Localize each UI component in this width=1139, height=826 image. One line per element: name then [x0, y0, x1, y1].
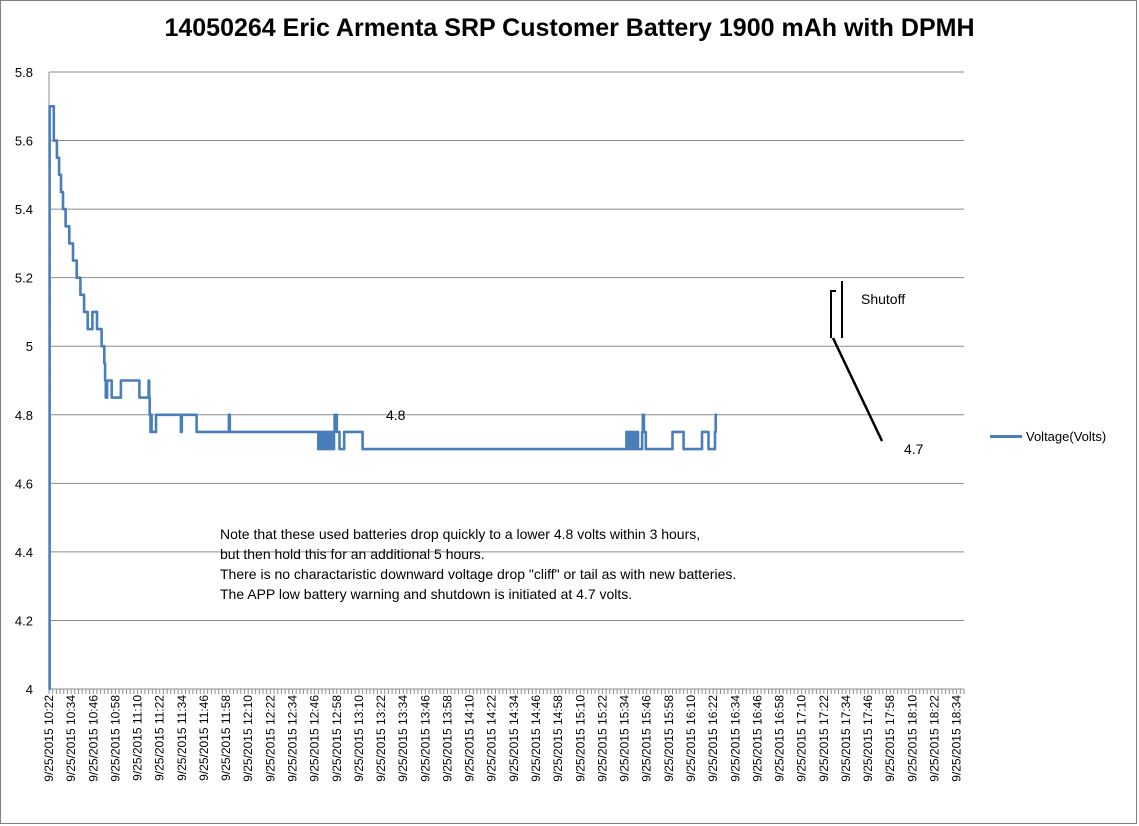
shutoff-bracket-left [830, 290, 836, 338]
x-tick-label: 9/25/2015 16:22 [706, 695, 720, 782]
y-tick-label: 5.2 [15, 271, 33, 286]
note-line-4: The APP low battery warning and shutdown… [220, 586, 633, 602]
x-tick-label: 9/25/2015 11:22 [153, 695, 167, 781]
x-tick-label: 9/25/2015 17:46 [861, 695, 875, 782]
x-tick-label: 9/25/2015 16:58 [773, 695, 787, 782]
shutoff-leader-line [831, 337, 884, 442]
y-tick-label: 5.4 [15, 202, 33, 217]
x-tick-label: 9/25/2015 12:22 [263, 695, 277, 782]
note-line-2: but then hold this for an additional 5 h… [220, 546, 485, 562]
y-tick-label: 5.8 [15, 65, 33, 80]
x-tick-label: 9/25/2015 17:22 [817, 695, 831, 782]
x-tick-label: 9/25/2015 14:10 [463, 695, 477, 782]
x-tick-label: 9/25/2015 17:34 [839, 695, 853, 782]
x-tick-label: 9/25/2015 15:58 [662, 695, 676, 782]
x-tick-label: 9/25/2015 12:46 [308, 695, 322, 782]
data-label-4-8: 4.8 [386, 407, 406, 423]
x-tick-label: 9/25/2015 13:58 [440, 695, 454, 782]
x-tick-label: 9/25/2015 18:34 [950, 695, 964, 782]
x-tick-label: 9/25/2015 18:10 [905, 695, 919, 782]
y-tick-label: 4.6 [15, 476, 33, 491]
legend-swatch [990, 435, 1022, 438]
x-tick-label: 9/25/2015 15:10 [573, 695, 587, 782]
note-line-3: There is no charactaristic downward volt… [220, 566, 737, 582]
x-tick-label: 9/25/2015 18:22 [927, 695, 941, 782]
x-tick-label: 9/25/2015 16:46 [750, 695, 764, 782]
x-tick-label: 9/25/2015 11:58 [219, 695, 233, 781]
x-tick-label: 9/25/2015 17:58 [883, 695, 897, 782]
series-line-voltage [48, 105, 718, 691]
data-label-4-7: 4.7 [904, 441, 924, 457]
x-tick-label: 9/25/2015 12:10 [241, 695, 255, 782]
x-tick-label: 9/25/2015 14:46 [529, 695, 543, 782]
x-tick-label: 9/25/2015 15:22 [595, 695, 609, 782]
y-tick-label: 4.4 [15, 545, 33, 560]
x-tick-label: 9/25/2015 12:58 [330, 695, 344, 782]
x-tick-label: 9/25/2015 12:34 [286, 695, 300, 782]
legend-label: Voltage(Volts) [1026, 429, 1107, 444]
y-tick-label: 4.8 [15, 408, 33, 423]
x-tick-label: 9/25/2015 10:58 [108, 695, 122, 782]
chart-title: 14050264 Eric Armenta SRP Customer Batte… [164, 14, 975, 42]
x-tick-label: 9/25/2015 10:34 [64, 695, 78, 782]
x-tick-label: 9/25/2015 11:46 [197, 695, 211, 781]
y-tick-label: 5.6 [15, 134, 33, 149]
x-tick-label: 9/25/2015 10:22 [42, 695, 56, 782]
x-tick-label: 9/25/2015 13:34 [396, 695, 410, 782]
y-tick-label: 4 [26, 682, 33, 697]
note-text: Note that these used batteries drop quic… [220, 524, 736, 604]
x-tick-label: 9/25/2015 14:34 [507, 695, 521, 782]
x-tick-label: 9/25/2015 11:10 [131, 695, 145, 781]
x-tick-label: 9/25/2015 13:10 [352, 695, 366, 782]
x-tick-label: 9/25/2015 11:34 [175, 695, 189, 781]
x-tick-label: 9/25/2015 14:58 [551, 695, 565, 782]
note-line-1: Note that these used batteries drop quic… [220, 526, 701, 542]
x-tick-label: 9/25/2015 15:46 [640, 695, 654, 782]
y-tick-label: 4.2 [15, 613, 33, 628]
shutoff-label: Shutoff [861, 291, 906, 307]
x-tick-label: 9/25/2015 13:46 [418, 695, 432, 782]
x-tick-label: 9/25/2015 17:10 [795, 695, 809, 782]
legend: Voltage(Volts) [990, 429, 1106, 444]
y-tick-label: 5 [26, 339, 33, 354]
x-tick-label: 9/25/2015 10:46 [86, 695, 100, 782]
x-tick-label: 9/25/2015 15:34 [618, 695, 632, 782]
x-tick-label: 9/25/2015 16:10 [684, 695, 698, 782]
x-tick-label: 9/25/2015 16:34 [728, 695, 742, 782]
x-tick-label: 9/25/2015 13:22 [374, 695, 388, 782]
x-tick-label: 9/25/2015 14:22 [485, 695, 499, 782]
